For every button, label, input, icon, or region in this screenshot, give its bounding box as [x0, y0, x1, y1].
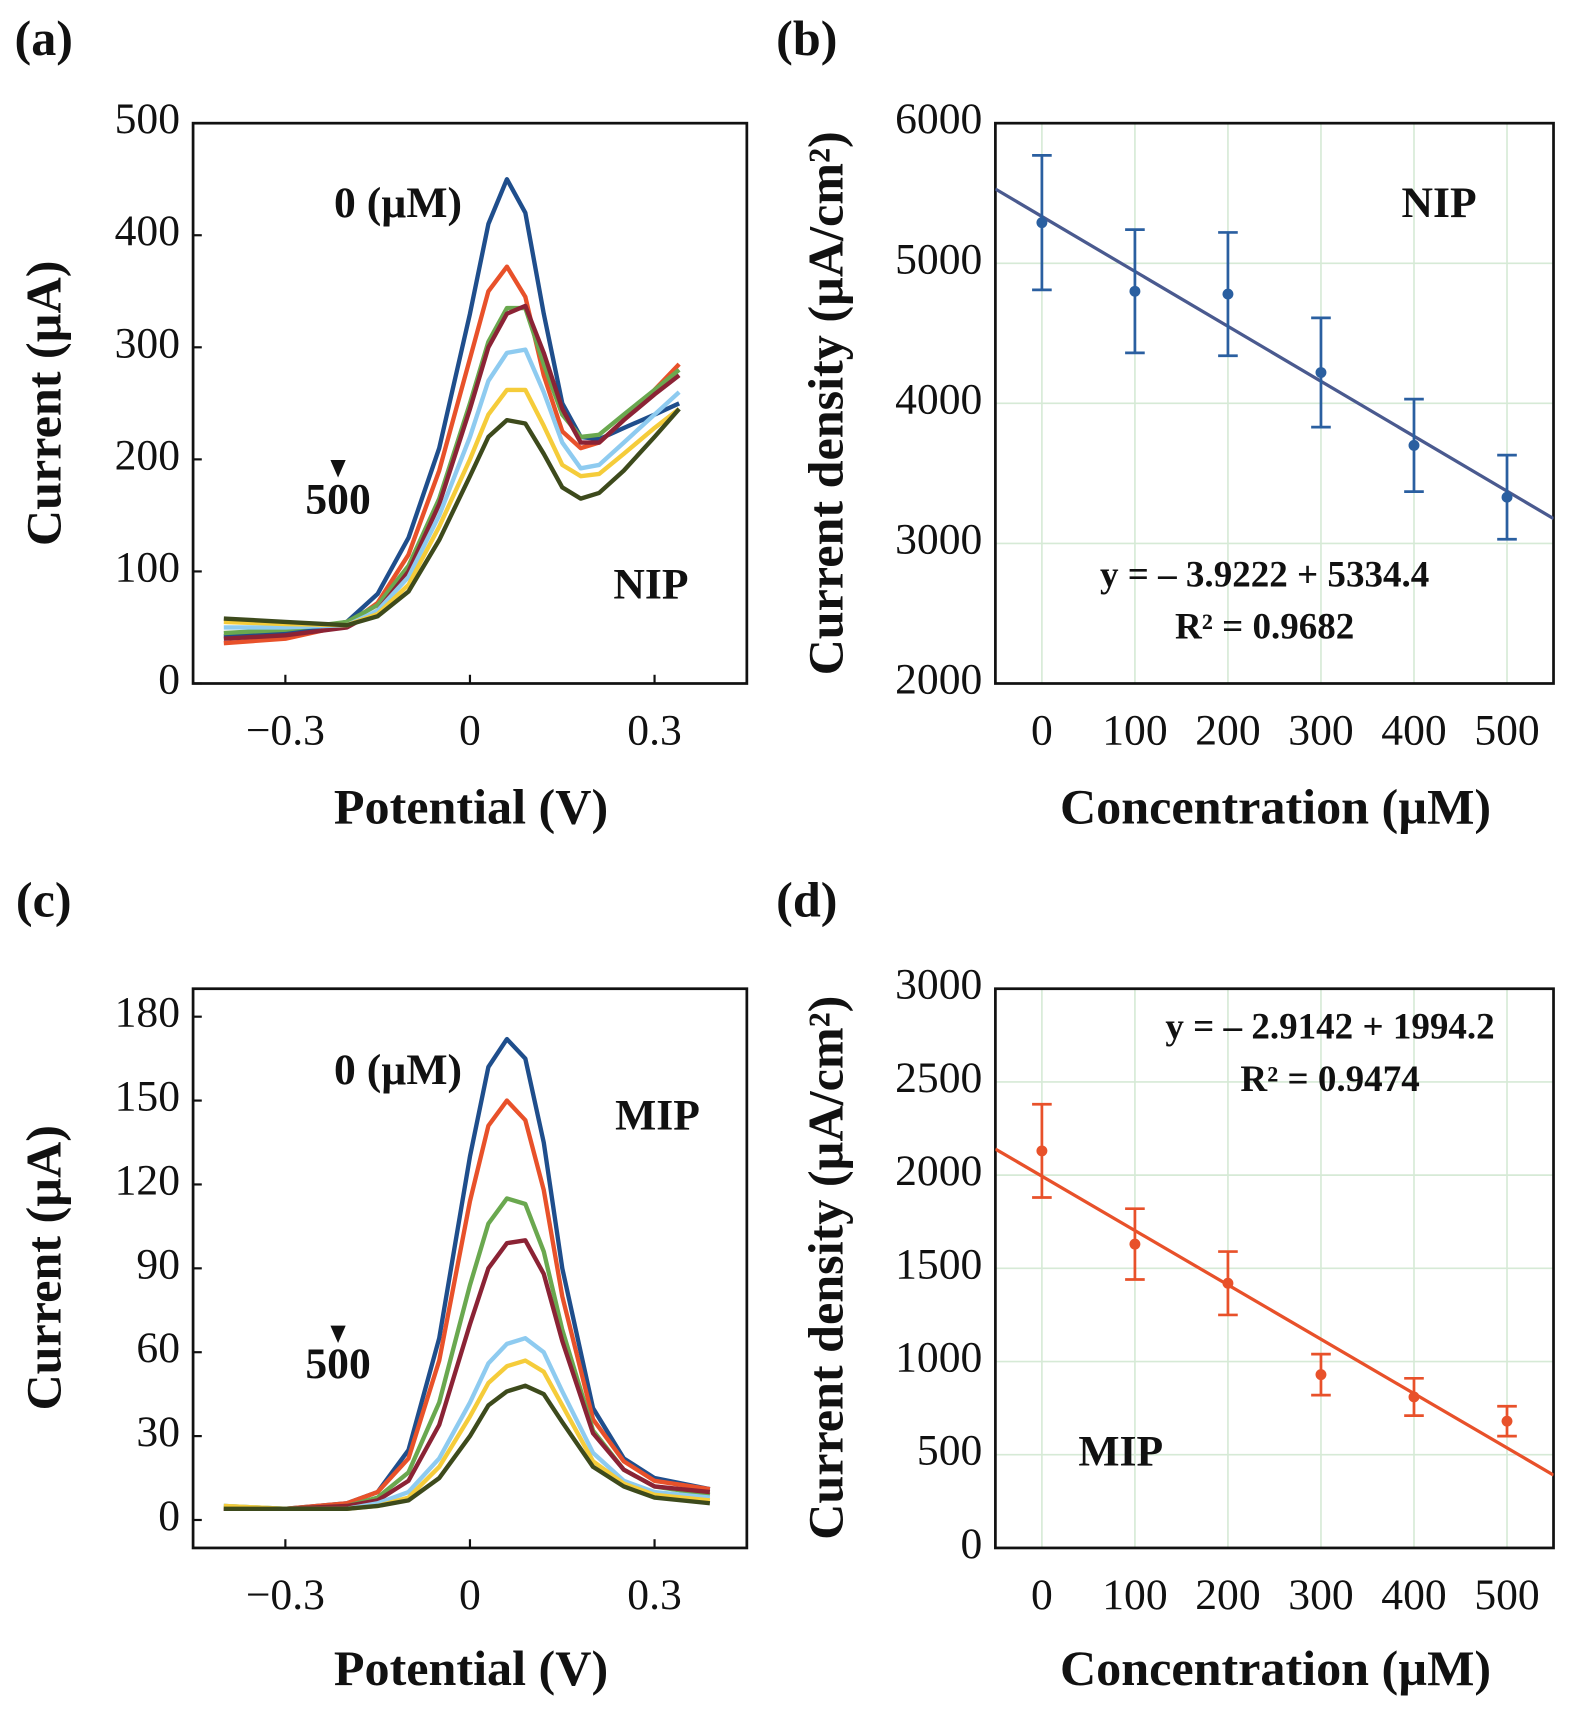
- x-tick-label: 200: [1195, 1571, 1260, 1619]
- data-point: [1129, 285, 1141, 297]
- data-point: [1036, 217, 1048, 229]
- y-tick-label: 2000: [895, 1147, 982, 1195]
- annotation: 0 (µM): [334, 179, 462, 227]
- x-tick-label: 0: [1031, 707, 1053, 755]
- y-axis-title: Current (µA): [16, 1125, 72, 1410]
- y-tick-label: 0: [961, 1520, 983, 1568]
- panel-label: (d): [776, 871, 837, 927]
- x-axis-title: Concentration (µM): [1060, 1640, 1491, 1696]
- plot-frame: [191, 121, 749, 685]
- data-line: [223, 303, 681, 641]
- data-point: [1501, 1415, 1513, 1427]
- y-tick-label: 180: [115, 989, 180, 1037]
- data-point: [1129, 1238, 1141, 1250]
- annotation: y = – 2.9142 + 1994.2: [1165, 1007, 1494, 1048]
- y-axis-title: Current density (µA/cm²): [797, 996, 853, 1540]
- annotation: NIP: [613, 561, 688, 609]
- data-point: [1315, 367, 1327, 378]
- panel-label: (a): [15, 10, 73, 66]
- plot-frame: [994, 121, 1555, 685]
- data-point: [1408, 439, 1420, 451]
- annotation: MIP: [1078, 1427, 1163, 1475]
- annotation: 0 (µM): [334, 1046, 462, 1094]
- data-line: [223, 1098, 711, 1511]
- y-tick-label: 0: [158, 1492, 180, 1540]
- plot-frame: [191, 987, 749, 1550]
- y-tick-label: 90: [136, 1240, 180, 1288]
- x-tick-label: 400: [1381, 707, 1446, 755]
- annotation: 500: [305, 476, 370, 524]
- data-line: [223, 1358, 711, 1511]
- y-tick-label: 100: [115, 543, 180, 591]
- x-axis-title: Concentration (µM): [1060, 779, 1491, 835]
- y-tick-label: 300: [115, 319, 180, 367]
- x-tick-label: 0.3: [627, 707, 682, 755]
- x-tick-label: 500: [1474, 1571, 1539, 1619]
- annotation: R² = 0.9682: [1175, 607, 1354, 648]
- data-line: [223, 1196, 711, 1511]
- fit-line: [995, 187, 1554, 521]
- x-tick-label: 500: [1474, 707, 1539, 755]
- y-tick-label: 1000: [895, 1334, 982, 1382]
- x-axis-title: Potential (V): [334, 779, 608, 835]
- y-tick-label: 120: [115, 1156, 180, 1204]
- data-line: [223, 177, 681, 639]
- arrow-c: [330, 1095, 346, 1344]
- x-tick-label: 0: [459, 707, 481, 755]
- data-point: [1501, 491, 1513, 503]
- y-axis-title: Current (µA): [16, 261, 72, 546]
- data-line: [223, 1238, 711, 1511]
- x-tick-label: 200: [1195, 707, 1260, 755]
- y-tick-label: 6000: [895, 95, 982, 143]
- x-tick-label: 400: [1381, 1571, 1446, 1619]
- x-tick-label: 300: [1288, 707, 1353, 755]
- y-tick-label: 400: [115, 207, 180, 255]
- data-point: [1222, 288, 1234, 300]
- y-tick-label: 3000: [895, 515, 982, 563]
- x-tick-label: 100: [1102, 707, 1167, 755]
- arrow-a: [330, 234, 346, 478]
- x-axis-title: Potential (V): [334, 1640, 608, 1696]
- data-line: [223, 1383, 711, 1511]
- data-point: [1315, 1369, 1327, 1381]
- y-tick-label: 5000: [895, 235, 982, 283]
- x-tick-label: −0.3: [246, 1571, 325, 1619]
- x-tick-label: −0.3: [246, 707, 325, 755]
- x-tick-label: 300: [1288, 1571, 1353, 1619]
- x-tick-label: 0: [1031, 1571, 1053, 1619]
- annotation: R² = 0.9474: [1240, 1059, 1419, 1100]
- y-axis-title: Current density (µA/cm²): [797, 131, 853, 675]
- y-tick-label: 2500: [895, 1054, 982, 1102]
- x-tick-label: 100: [1102, 1571, 1167, 1619]
- annotation: y = – 3.9222 + 5334.4: [1100, 554, 1429, 595]
- panel-label: (b): [776, 10, 837, 66]
- y-tick-label: 0: [158, 655, 180, 703]
- data-line: [223, 305, 681, 636]
- x-tick-label: 0.3: [627, 1571, 682, 1619]
- y-tick-label: 1500: [895, 1240, 982, 1288]
- panel-label: (c): [16, 871, 72, 927]
- y-tick-label: 2000: [895, 655, 982, 703]
- y-tick-label: 150: [115, 1073, 180, 1121]
- y-tick-label: 3000: [895, 961, 982, 1009]
- data-point: [1036, 1145, 1048, 1157]
- y-tick-label: 200: [115, 431, 180, 479]
- y-tick-label: 4000: [895, 375, 982, 423]
- y-tick-label: 60: [136, 1324, 180, 1372]
- plot-frame: [994, 987, 1555, 1550]
- fit-line: [995, 1147, 1554, 1477]
- data-line: [223, 407, 681, 628]
- y-tick-label: 500: [115, 95, 180, 143]
- y-tick-label: 30: [136, 1408, 180, 1456]
- annotation: NIP: [1402, 179, 1477, 227]
- y-tick-label: 500: [917, 1427, 982, 1475]
- annotation: 500: [305, 1340, 370, 1388]
- x-tick-label: 0: [459, 1571, 481, 1619]
- data-point: [1408, 1391, 1420, 1403]
- data-point: [1222, 1277, 1234, 1289]
- annotation: MIP: [615, 1092, 700, 1140]
